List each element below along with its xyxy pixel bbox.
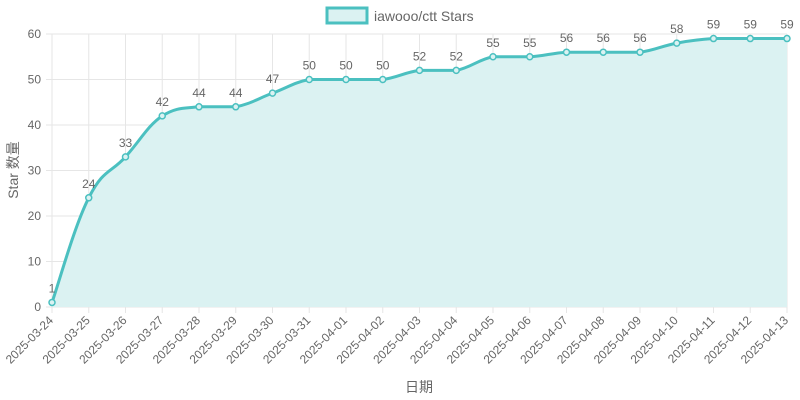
data-label: 56 — [597, 31, 611, 45]
data-point[interactable] — [636, 48, 644, 56]
data-point[interactable] — [268, 89, 277, 97]
y-axis-title: Star 数量 — [5, 141, 21, 199]
x-axis-ticks: 2025-03-242025-03-252025-03-262025-03-27… — [3, 313, 792, 367]
series-area-fill — [52, 38, 787, 308]
data-label: 56 — [560, 31, 574, 45]
y-tick-label: 0 — [34, 300, 41, 314]
data-point[interactable] — [562, 48, 571, 56]
data-label: 56 — [633, 31, 647, 45]
y-tick-label: 10 — [28, 255, 42, 269]
data-label: 58 — [670, 22, 684, 36]
data-point[interactable] — [599, 48, 607, 56]
legend-label: iawooo/ctt Stars — [374, 8, 474, 24]
y-tick-label: 60 — [28, 27, 42, 41]
data-point[interactable] — [158, 112, 166, 120]
data-point[interactable] — [452, 66, 460, 75]
data-point[interactable] — [783, 34, 791, 43]
data-label: 44 — [229, 86, 243, 100]
y-tick-label: 50 — [28, 73, 42, 87]
data-point[interactable] — [48, 298, 56, 307]
data-label: 55 — [486, 36, 500, 50]
data-label-layer: 1 24 33 42 44 44 47 50 50 50 52 52 55 55 56 56 56 58 59 59 5… — [49, 18, 794, 296]
data-point[interactable] — [121, 153, 130, 161]
x-axis-title: 日期 — [405, 379, 433, 395]
data-label: 50 — [376, 59, 390, 73]
data-point[interactable] — [746, 34, 754, 43]
data-point[interactable] — [489, 53, 497, 61]
data-point[interactable] — [709, 34, 718, 43]
data-label: 52 — [450, 49, 464, 63]
legend[interactable]: iawooo/ctt Stars — [325, 6, 474, 25]
legend-swatch — [325, 6, 369, 25]
data-label: 1 — [49, 281, 56, 295]
data-label: 42 — [156, 95, 170, 109]
y-tick-label: 20 — [28, 209, 42, 223]
data-point[interactable] — [232, 103, 240, 111]
data-label: 50 — [339, 59, 353, 73]
data-label: 52 — [413, 49, 427, 63]
data-label: 59 — [707, 18, 721, 32]
data-point[interactable] — [415, 66, 424, 75]
data-point[interactable] — [379, 75, 387, 84]
data-point[interactable] — [526, 53, 534, 61]
point-layer — [48, 34, 791, 307]
data-label: 44 — [192, 86, 206, 100]
data-label: 24 — [82, 177, 96, 191]
data-label: 55 — [523, 36, 537, 50]
data-label: 59 — [780, 18, 794, 32]
y-tick-label: 40 — [28, 118, 42, 132]
y-tick-label: 30 — [28, 164, 42, 178]
y-axis-ticks: 0 10 20 30 40 50 60 — [28, 27, 42, 314]
data-label: 47 — [266, 72, 280, 86]
data-point[interactable] — [85, 194, 93, 202]
data-point[interactable] — [305, 75, 313, 84]
data-label: 50 — [303, 59, 317, 73]
data-label: 59 — [744, 18, 758, 32]
data-point[interactable] — [673, 39, 681, 47]
data-point[interactable] — [342, 75, 350, 84]
data-label: 33 — [119, 136, 133, 150]
data-point[interactable] — [195, 103, 203, 111]
